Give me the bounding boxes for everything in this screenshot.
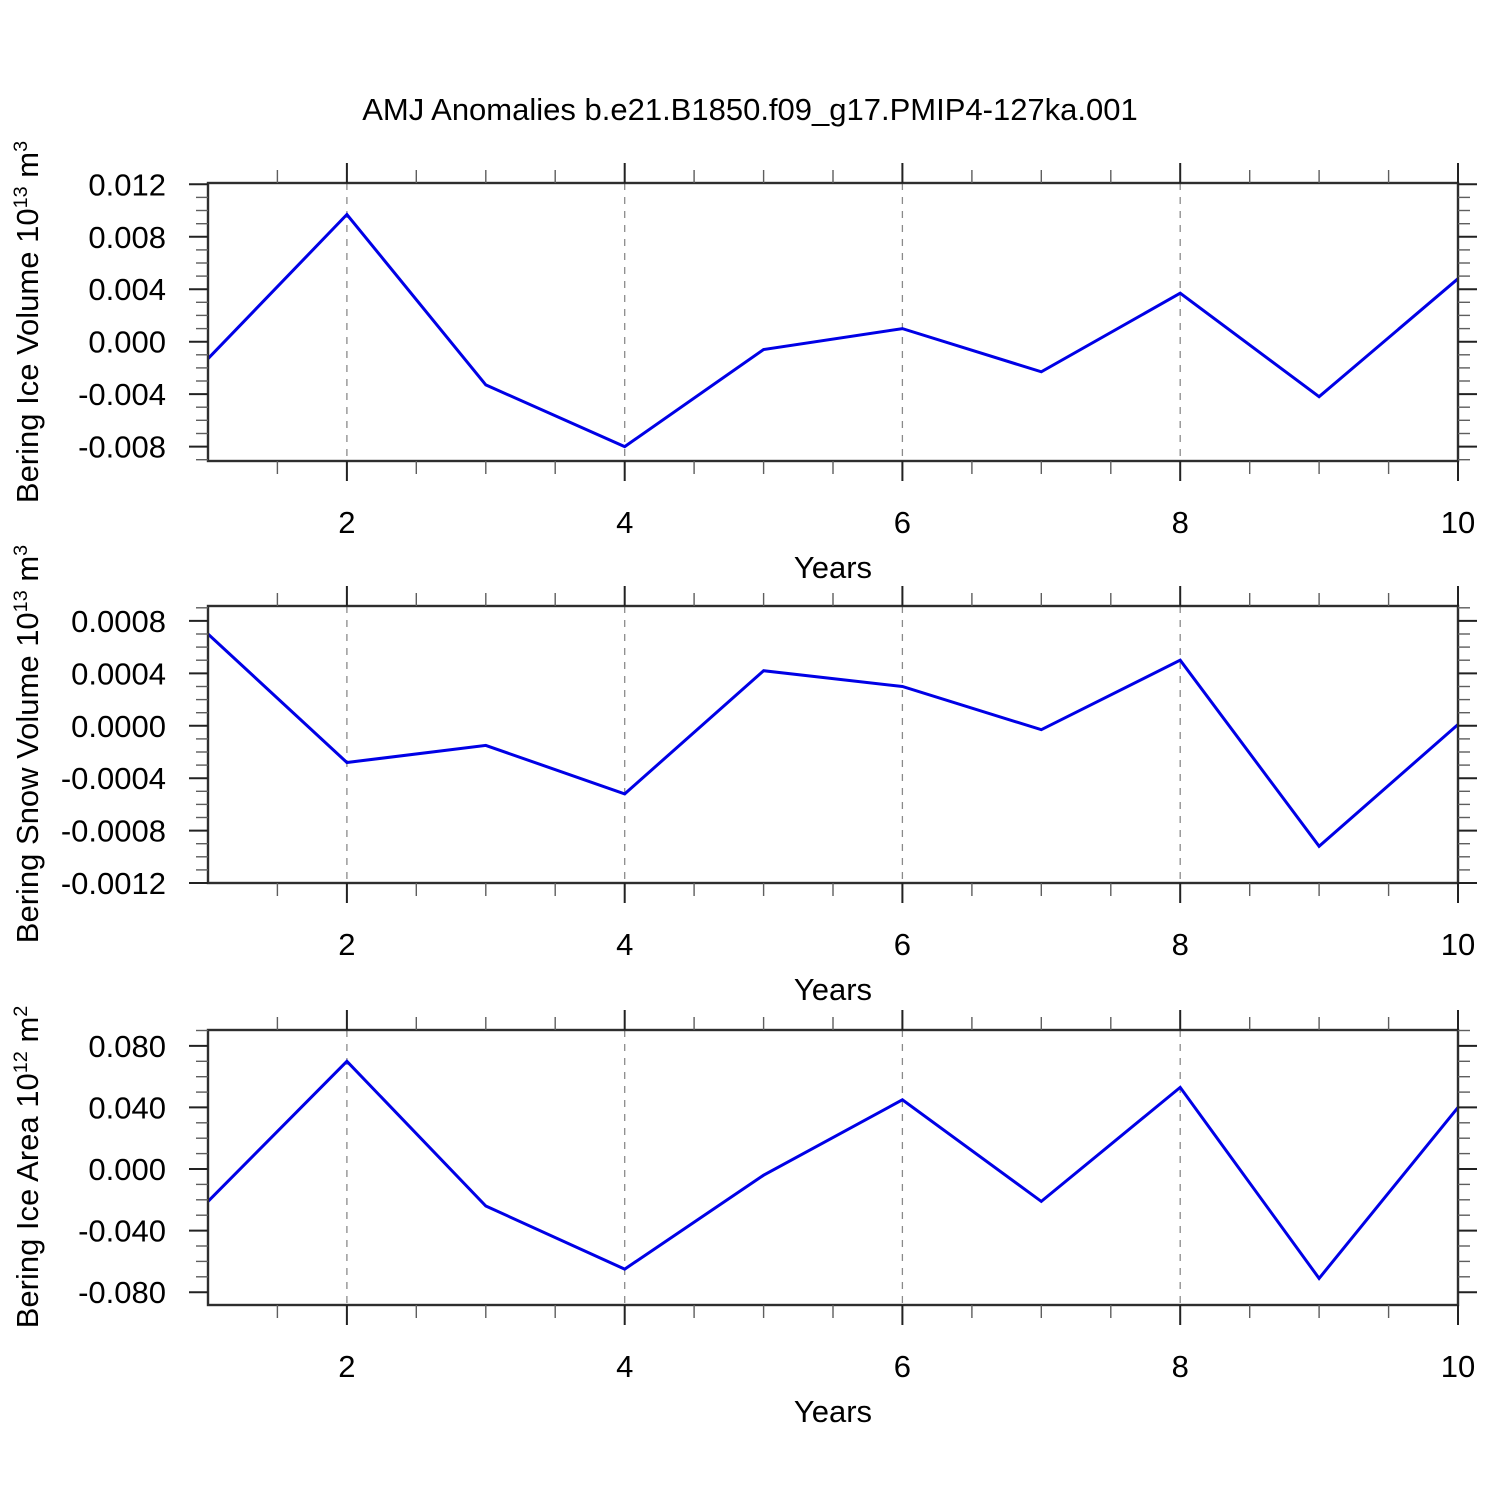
ylabel-unit: m [10, 151, 46, 187]
panel-1-plot: 0.012 0.008 0.004 0.000 -0.004 -0.008 2 4 6 8 10 [78, 163, 1477, 540]
y-tick-label: -0.040 [78, 1214, 166, 1249]
x-tick-label: 4 [616, 1349, 633, 1384]
ylabel-exponent: 13 [9, 590, 32, 613]
x-tick-label: 8 [1172, 1349, 1189, 1384]
y-tick-label: -0.0008 [61, 814, 166, 849]
plot-frame [206, 604, 1460, 885]
y-tick-label: 0.080 [88, 1029, 166, 1064]
data-line [206, 1059, 1460, 1281]
ylabel-unit-exponent: 2 [9, 1005, 32, 1017]
plot-frame [206, 181, 1460, 463]
y-tick-label: -0.004 [78, 377, 166, 412]
y-tick-label: -0.080 [78, 1275, 166, 1310]
ylabel-unit-exponent: 3 [9, 544, 32, 556]
panel-3-plot: 0.080 0.040 0.000 -0.040 -0.080 2 4 6 8 10 [78, 1010, 1477, 1384]
panel-1-y-axis-label: Bering Ice Volume 1013 m3 [10, 141, 46, 503]
data-line [206, 632, 1459, 849]
x-tick-label: 6 [894, 927, 911, 962]
x-tick-label: 4 [616, 927, 633, 962]
y-tick-label: -0.0012 [61, 866, 166, 901]
y-tick-label: 0.000 [88, 1152, 166, 1187]
y-tick-label: 0.0000 [71, 709, 166, 744]
chart-title: AMJ Anomalies b.e21.B1850.f09_g17.PMIP4-… [362, 92, 1138, 127]
x-tick-label: 2 [338, 927, 355, 962]
ylabel-exponent: 12 [9, 1051, 32, 1074]
y-tick-label: -0.0004 [61, 761, 166, 796]
y-tick-label: 0.012 [88, 167, 166, 202]
y-tick-label: 0.008 [88, 220, 166, 255]
x-tick-label: 6 [894, 1349, 911, 1384]
y-tick-label: 0.000 [88, 325, 166, 360]
x-tick-label: 8 [1172, 505, 1189, 540]
ylabel-text: Bering Snow Volume 10 [10, 612, 46, 944]
ylabel-unit-exponent: 3 [9, 140, 32, 152]
panel-1-x-axis-label: Years [793, 550, 873, 585]
y-tick-label: 0.0008 [71, 604, 166, 639]
x-tick-label: 6 [894, 505, 911, 540]
data-line [206, 212, 1459, 449]
panel-2-x-axis-label: Years [793, 972, 873, 1007]
y-tick-label: 0.040 [88, 1090, 166, 1125]
panel-2-plot: 0.0008 0.0004 0.0000 -0.0004 -0.0008 -0.0012 2… [61, 586, 1477, 962]
ylabel-unit: m [10, 555, 46, 591]
panel-3-y-axis-label: Bering Ice Area 1012 m2 [10, 1006, 46, 1329]
x-tick-label: 2 [338, 1349, 355, 1384]
ylabel-text: Bering Ice Area 10 [10, 1073, 46, 1329]
panel-2-y-axis-label: Bering Snow Volume 1013 m3 [10, 545, 46, 943]
x-tick-label: 10 [1441, 505, 1475, 540]
x-tick-label: 10 [1441, 927, 1475, 962]
x-tick-label: 2 [338, 505, 355, 540]
x-tick-label: 10 [1441, 1349, 1475, 1384]
plot-frame [206, 1028, 1460, 1307]
panel-3-x-axis-label: Years [793, 1394, 873, 1429]
y-tick-label: 0.004 [88, 272, 166, 307]
ylabel-text: Bering Ice Volume 10 [10, 208, 46, 504]
x-tick-label: 8 [1172, 927, 1189, 962]
y-tick-label: 0.0004 [71, 656, 166, 691]
y-tick-label: -0.008 [78, 430, 166, 465]
ylabel-unit: m [10, 1016, 46, 1052]
ylabel-exponent: 13 [9, 186, 32, 209]
x-tick-label: 4 [616, 505, 633, 540]
